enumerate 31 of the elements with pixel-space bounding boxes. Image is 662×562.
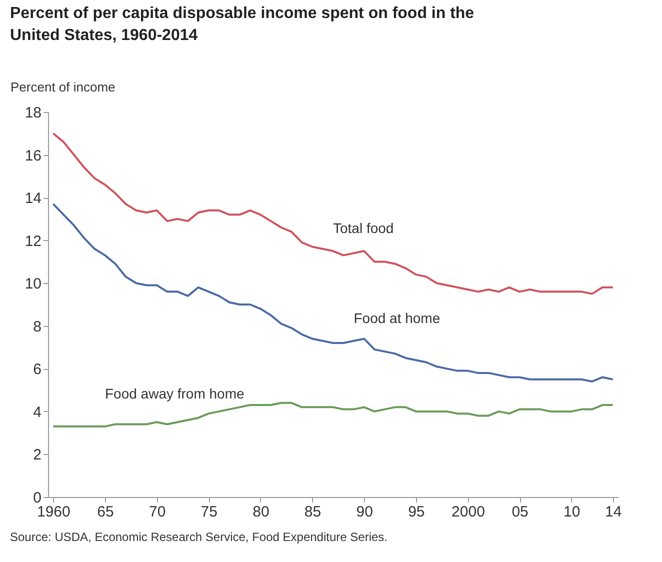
source-note: Source: USDA, Economic Research Service, Food Expenditure Series. [10, 530, 388, 544]
y-tick-label: 2 [33, 446, 42, 464]
y-tick-label: 12 [24, 232, 42, 250]
series-label: Food at home [354, 310, 440, 326]
y-tick-label: 14 [24, 190, 42, 208]
x-tick-label: 14 [604, 504, 622, 520]
x-tick-label: 80 [252, 504, 270, 520]
y-tick-label: 8 [33, 318, 42, 336]
x-tick-label: 2000 [452, 504, 485, 520]
x-tick-label: 85 [304, 504, 322, 520]
y-axis-title: Percent of income [10, 80, 116, 94]
x-tick-label: 75 [200, 504, 218, 520]
line-series [52, 202, 614, 382]
x-tick-label: 90 [356, 504, 373, 520]
x-tick-label: 95 [408, 504, 425, 520]
y-tick-label: 18 [24, 104, 42, 122]
y-tick-label: 6 [33, 361, 42, 378]
line-series [52, 132, 614, 295]
series-label: Food away from home [105, 385, 244, 402]
x-tick-label: 1960 [36, 504, 70, 520]
y-tick-label: 0 [33, 490, 42, 506]
x-tick-label: 10 [564, 504, 580, 520]
line-series [52, 402, 614, 428]
y-tick-label: 16 [24, 147, 42, 164]
x-tick-label: 65 [97, 504, 114, 520]
chart-title: Percent of per capita disposable income spent on food in the United States, 1960-2014 [10, 5, 474, 44]
x-tick-label: 05 [512, 504, 528, 520]
x-tick-label: 70 [148, 504, 166, 520]
y-tick-label: 4 [33, 404, 42, 421]
y-tick-label: 10 [24, 276, 42, 293]
series-label: Total food [333, 220, 394, 236]
